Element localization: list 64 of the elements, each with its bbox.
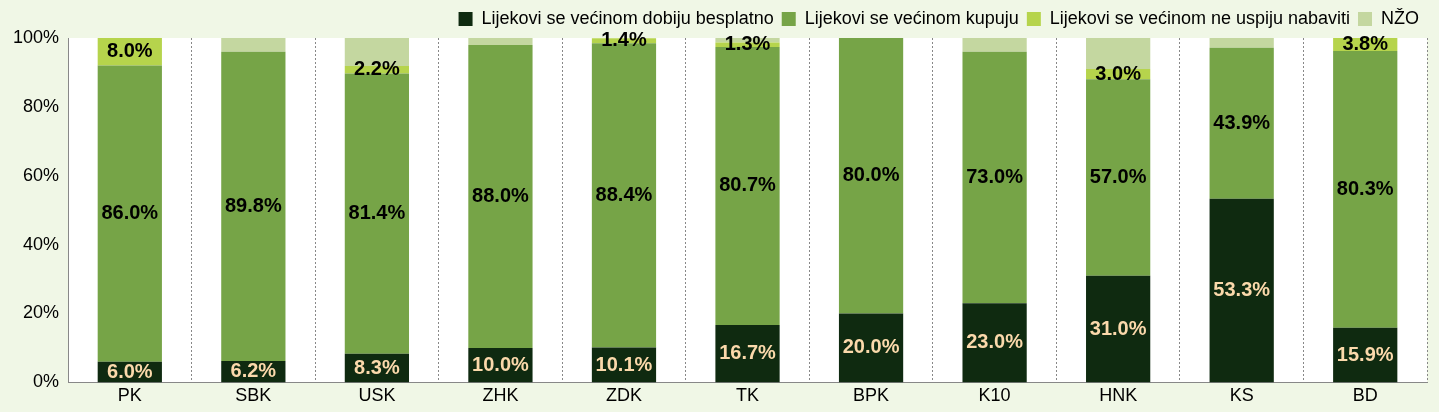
x-tick-label: TK (736, 385, 760, 406)
data-label: 23.0% (966, 330, 1024, 353)
data-label: 43.9% (1213, 110, 1271, 133)
x-tick-label: ZHK (482, 385, 519, 406)
data-label: 1.3% (724, 32, 771, 55)
bar (838, 38, 904, 314)
y-tick-label: 60% (23, 164, 60, 185)
legend-label: NŽO (1381, 7, 1419, 28)
bar (962, 303, 1027, 383)
data-label: 3.8% (1342, 32, 1389, 55)
data-label: 8.0% (107, 39, 153, 62)
bar (468, 44, 533, 348)
data-label: 89.8% (224, 193, 282, 216)
data-label: 2.2% (354, 57, 400, 80)
data-label: 88.4% (595, 182, 653, 205)
data-label: 3.0% (1095, 61, 1142, 84)
x-tick-label: KS (1229, 385, 1254, 406)
bar (1209, 47, 1274, 199)
bar (468, 38, 533, 45)
data-label: 53.3% (1213, 278, 1271, 301)
bar (1209, 38, 1274, 48)
x-tick-label: SBK (235, 385, 272, 406)
data-label: 81.4% (348, 201, 406, 224)
y-tick-label: 0% (33, 371, 60, 392)
y-tick-label: 40% (23, 233, 60, 254)
bar (1086, 275, 1151, 383)
bar (221, 38, 286, 52)
data-label: 57.0% (1089, 165, 1147, 187)
x-tick-label: PK (117, 385, 142, 406)
data-label: 16.7% (719, 341, 777, 364)
x-tick-label: HNK (1099, 385, 1138, 406)
data-label: 20.0% (842, 335, 900, 358)
y-tick-label: 80% (23, 95, 60, 116)
data-label: 80.3% (1336, 176, 1394, 199)
data-label: 6.0% (107, 359, 153, 382)
bar (962, 51, 1027, 304)
data-label: 15.9% (1336, 342, 1394, 365)
data-label: 6.2% (230, 359, 277, 382)
bar (1333, 51, 1398, 328)
bar (962, 38, 1027, 52)
data-label: 10.0% (472, 352, 529, 375)
legend-label: Lijekovi se većinom kupuju (804, 7, 1019, 28)
data-label: 80.7% (719, 173, 777, 196)
data-label: 31.0% (1089, 316, 1147, 339)
data-label: 10.1% (595, 352, 653, 375)
data-label: 80.0% (842, 163, 900, 186)
data-label: 8.3% (354, 355, 400, 378)
bar (1209, 198, 1274, 383)
legend-label: Lijekovi se većinom ne uspiju nabaviti (1049, 7, 1351, 28)
bar (97, 65, 162, 362)
y-tick-label: 20% (23, 302, 60, 323)
data-label: 86.0% (101, 201, 159, 224)
bar (1086, 79, 1151, 276)
data-label: 73.0% (966, 165, 1024, 187)
data-label: 88.0% (472, 183, 529, 206)
bar (344, 73, 410, 354)
x-tick-label: ZDK (605, 385, 642, 406)
x-tick-label: K10 (978, 385, 1011, 406)
x-tick-label: BD (1352, 385, 1378, 406)
y-tick-label: 100% (12, 26, 60, 47)
legend-label: Lijekovi se većinom dobiju besplatno (481, 7, 774, 28)
x-tick-label: BPK (853, 385, 890, 406)
bar (221, 51, 286, 362)
x-tick-label: USK (358, 385, 396, 406)
